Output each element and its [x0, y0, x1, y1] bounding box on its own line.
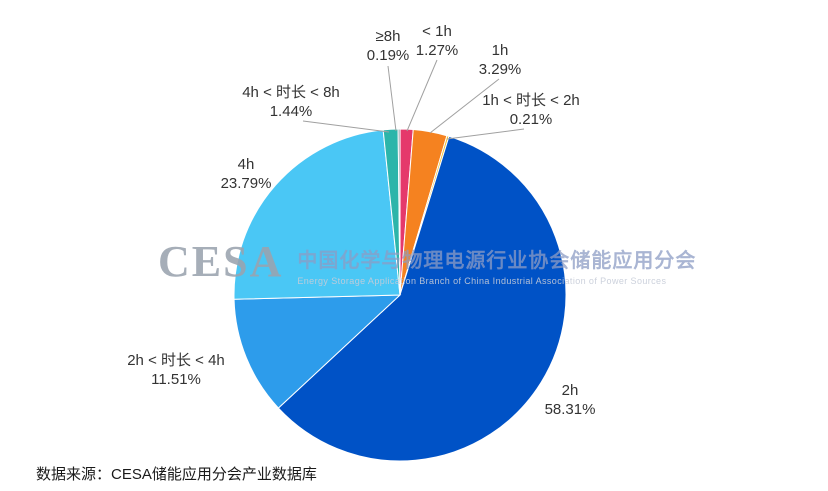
pie-label-name: 2h < 时长 < 4h	[127, 352, 225, 369]
pie-label-name: < 1h	[422, 23, 452, 40]
leader-line	[446, 128, 525, 140]
pie-label-value: 0.19%	[366, 47, 410, 64]
pie-label-value: 1.44%	[269, 103, 313, 120]
pie-label: 1h 3.29%	[479, 41, 522, 79]
pie-label-name: ≥8h	[375, 28, 401, 45]
leader-line	[387, 65, 397, 132]
pie-label-value: 0.21%	[509, 111, 553, 128]
pie-slice-5	[233, 129, 401, 300]
pie-label-name: 1h < 时长 < 2h	[482, 92, 580, 109]
pie-label: < 1h 1.27%	[416, 22, 459, 60]
leader-line	[406, 59, 438, 132]
source-note: 数据来源：CESA储能应用分会产业数据库	[36, 466, 317, 483]
pie-label: 4h 23.79%	[221, 155, 272, 193]
pie-slice-3	[277, 135, 567, 462]
pie-slice-7	[397, 128, 401, 296]
pie-label-name: 2h	[561, 382, 579, 399]
pie-label: 2h 58.31%	[545, 381, 596, 419]
leader-line	[429, 78, 500, 134]
pie-label: 1h < 时长 < 2h 0.21%	[482, 91, 580, 129]
pie-slices	[233, 128, 567, 462]
leader-lines	[302, 59, 525, 140]
pie-label-value: 23.79%	[220, 175, 272, 192]
pie-label: 2h < 时长 < 4h 11.51%	[127, 351, 225, 389]
pie-label-value: 1.27%	[415, 42, 459, 59]
pie-label: 4h < 时长 < 8h 1.44%	[242, 83, 340, 121]
pie-slice-4	[233, 294, 402, 409]
pie-label-name: 4h < 时长 < 8h	[242, 84, 340, 101]
pie-label-name: 1h	[491, 42, 509, 59]
leader-line	[302, 120, 390, 133]
pie-label: ≥8h 0.19%	[367, 27, 410, 65]
pie-label-value: 11.51%	[151, 371, 201, 388]
pie-label-value: 58.31%	[544, 401, 596, 418]
pie-label-name: 4h	[237, 156, 255, 173]
pie-label-value: 3.29%	[478, 61, 522, 78]
